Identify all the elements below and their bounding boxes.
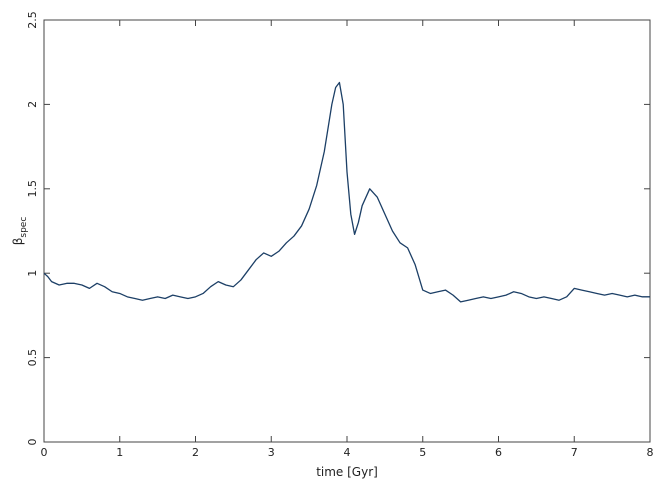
x-tick-label: 8	[647, 446, 653, 459]
y-tick-label: 0.5	[26, 349, 39, 367]
x-tick-label: 0	[41, 446, 48, 459]
plot-frame	[43, 19, 651, 443]
y-axis-label-sub: spec	[19, 217, 29, 238]
y-axis-label: βspec	[11, 217, 29, 246]
x-tick-label: 3	[268, 446, 275, 459]
x-tick-label: 4	[344, 446, 351, 459]
x-tick-label: 7	[571, 446, 578, 459]
y-axis: 0 0.5 1 1.5 2 2.5	[26, 11, 650, 446]
y-tick-label: 0	[26, 439, 39, 446]
y-axis-label-main: β	[11, 238, 25, 246]
x-tick-label: 2	[192, 446, 199, 459]
y-tick-label: 2	[26, 101, 39, 108]
y-tick-label: 1.5	[26, 180, 39, 198]
y-tick-label: 2.5	[26, 11, 39, 29]
x-tick-label: 6	[495, 446, 502, 459]
x-axis: 0 1 2 3 4 5 6 7 8	[41, 20, 653, 459]
series-line	[43, 81, 650, 303]
x-tick-label: 1	[116, 446, 123, 459]
x-tick-label: 5	[419, 446, 426, 459]
y-tick-label: 1	[26, 270, 39, 277]
x-axis-label: time [Gyr]	[316, 465, 378, 479]
